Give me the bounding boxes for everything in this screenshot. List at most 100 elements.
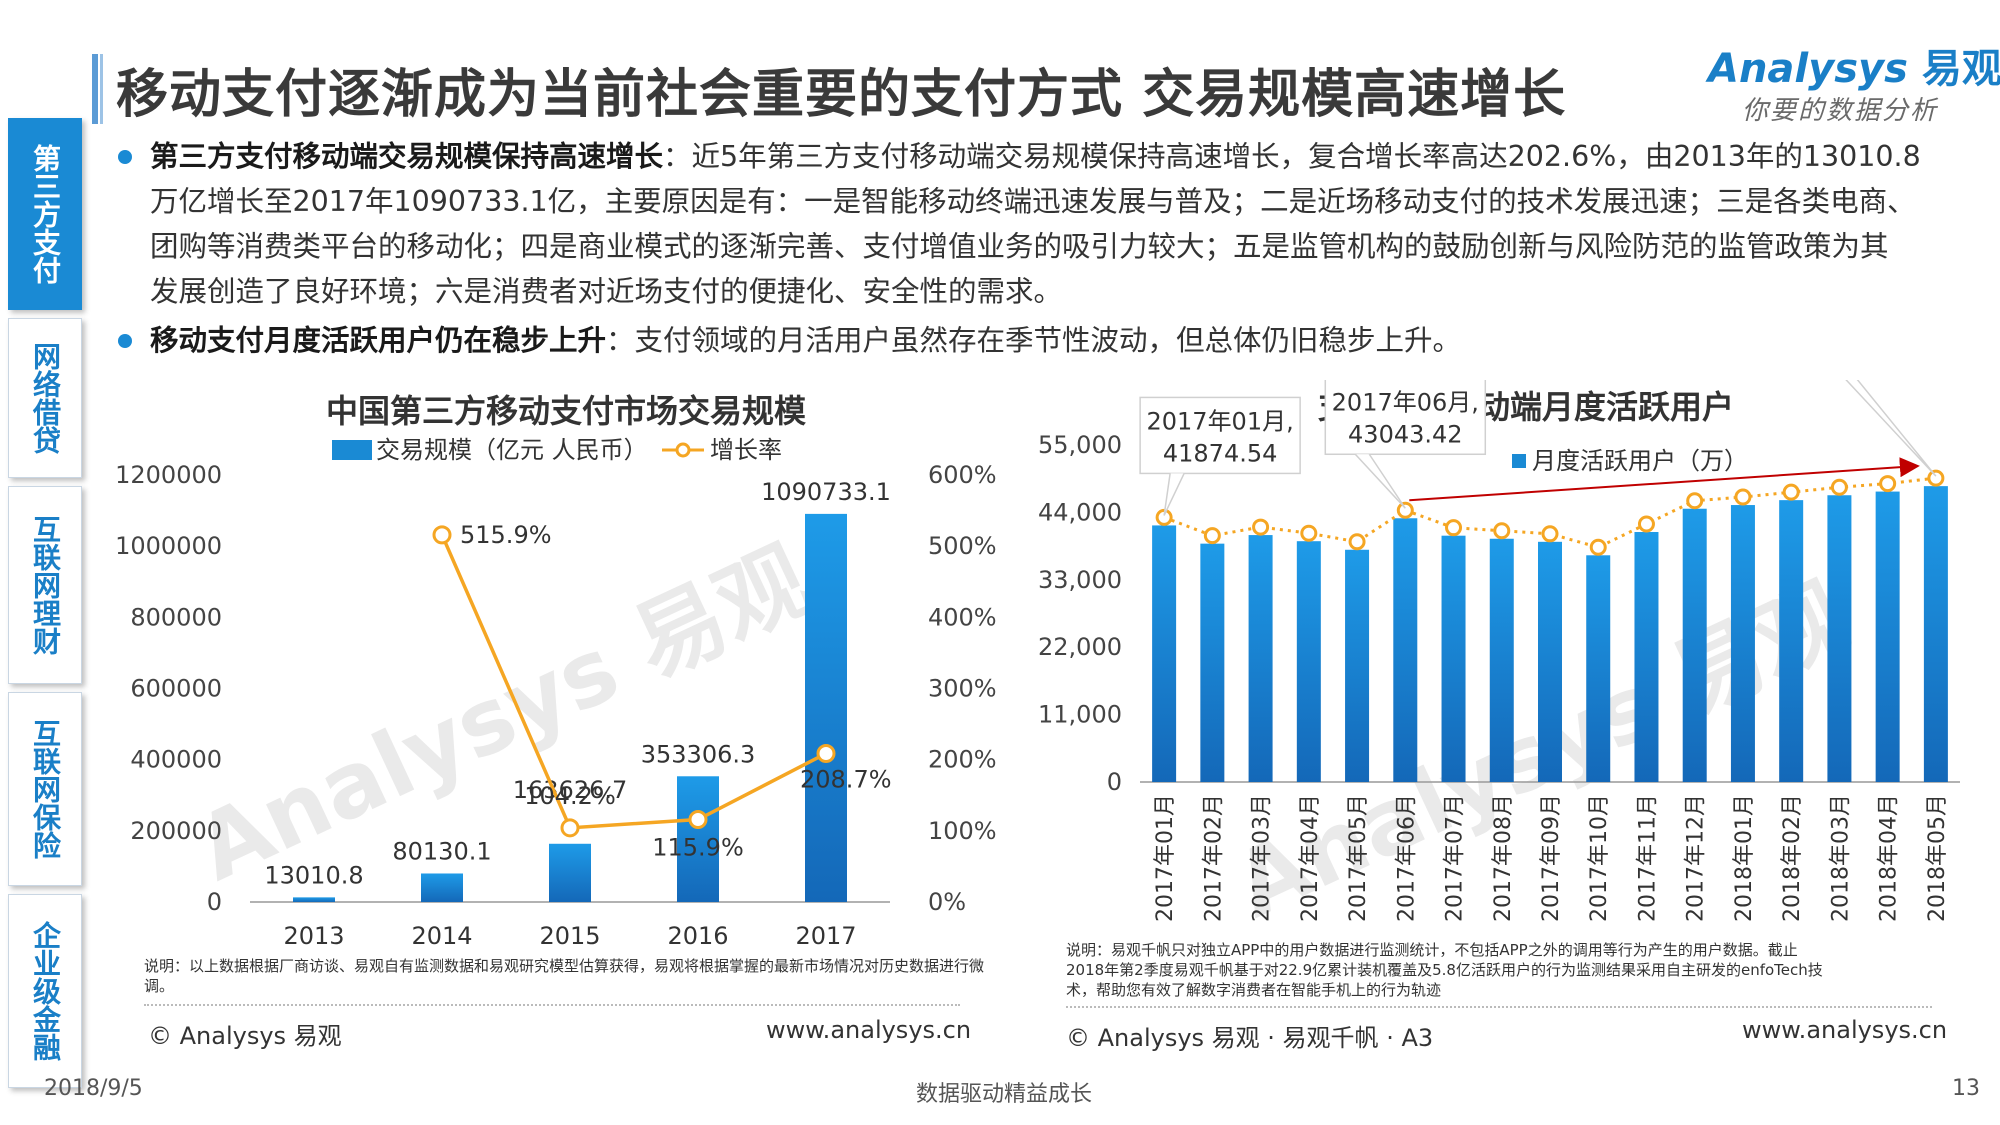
callout-value: 43043.42 [1348, 420, 1463, 448]
chart-1-title: 中国第三方移动支付市场交易规模 [326, 392, 807, 430]
trend-dotted-line [1163, 476, 1937, 549]
x-tick-label: 2017年11月 [1635, 794, 1660, 922]
bar-2017年01月 [1152, 525, 1177, 782]
bar-2017年04月 [1296, 541, 1321, 782]
bar-2015 [549, 843, 591, 902]
growth-rate-label: 515.9% [460, 521, 552, 549]
chart-2-divider [1066, 1006, 1932, 1008]
y-tick-right: 200% [928, 746, 997, 774]
bar-data-label: 353306.3 [641, 740, 756, 768]
growth-rate-line [440, 534, 827, 830]
bullet-2-heading: 移动支付月度活跃用户仍在稳步上升 [150, 324, 607, 357]
y-tick-left: 1000000 [115, 532, 222, 560]
x-tick-label: 2017年10月 [1587, 794, 1612, 922]
x-tick-label: 2018年01月 [1732, 794, 1757, 922]
trend-point [1637, 515, 1655, 533]
y-tick: 33,000 [1038, 566, 1122, 594]
sidebar-item-enterprise-finance[interactable]: 企业级金融 [8, 894, 82, 1088]
callout-value: 41874.54 [1163, 439, 1278, 467]
chart-2-source: © Analysys 易观 · 易观千帆 · A3 [1066, 1024, 1434, 1052]
trend-point [1252, 518, 1270, 536]
trend-point [1879, 475, 1897, 493]
bullet-1-line-2: 万亿增长至2017年1090733.1亿，主要原因是有：一是智能移动终端迅速发展… [150, 185, 1916, 218]
logo-brand: Analysys 易观 [1708, 36, 2000, 94]
legend-bar-label: 交易规模（亿元 人民币） [376, 436, 648, 464]
chart-2-url: www.analysys.cn [1742, 1016, 1948, 1044]
y-tick-right: 300% [928, 675, 997, 703]
footer-page-number: 13 [1952, 1076, 1980, 1101]
y-tick: 11,000 [1038, 701, 1122, 729]
bar-2017年10月 [1586, 555, 1611, 782]
bar-2017年07月 [1441, 535, 1466, 782]
footer-slogan: 数据驱动精益成长 [916, 1082, 1093, 1107]
bar-2018年03月 [1827, 495, 1852, 782]
sidebar-item-third-party-payment[interactable]: 第三方支付 [8, 118, 82, 310]
page-title: 移动支付逐渐成为当前社会重要的支付方式 交易规模高速增长 [116, 65, 1567, 125]
x-tick-label: 2017年01月 [1153, 794, 1178, 922]
trend-point [1589, 538, 1607, 556]
bullet-paragraph-1: 第三方支付移动端交易规模保持高速增长：近5年第三方支付移动端交易规模保持高速增长… [150, 134, 1980, 314]
x-tick-label: 2018年02月 [1780, 794, 1805, 922]
y-tick-left: 800000 [130, 603, 222, 631]
y-tick-right: 100% [928, 817, 997, 845]
x-tick-label: 2015 [539, 922, 600, 950]
growth-rate-label: 104.2% [524, 782, 616, 810]
sidebar-item-online-lending[interactable]: 网络借贷 [8, 318, 82, 478]
trend-point [1686, 492, 1704, 510]
sidebar-item-internet-wealth[interactable]: 互联网理财 [8, 486, 82, 684]
growth-rate-point [688, 810, 708, 830]
x-tick-label: 2016 [667, 922, 728, 950]
x-tick-label: 2017年03月 [1250, 794, 1275, 922]
chart-1-url: www.analysys.cn [766, 1016, 972, 1044]
logo-brand-cn: 易观 [1921, 46, 2000, 92]
legend-label: 月度活跃用户（万） [1532, 447, 1748, 475]
bar-2018年04月 [1875, 491, 1900, 782]
legend-line-label: 增长率 [710, 436, 782, 464]
bar-2017年06月 [1393, 518, 1418, 782]
bullet-2-line-1: ：支付领域的月活用户虽然存在季节性波动，但总体仍旧稳步上升。 [606, 324, 1462, 357]
y-tick-left: 200000 [130, 817, 222, 845]
bullet-1-line-4: 发展创造了良好环境；六是消费者对近场支付的便捷化、安全性的需求。 [150, 275, 1063, 308]
x-tick-label: 2017年02月 [1201, 794, 1226, 922]
chart-monthly-active-users: Analysys 易观55,00044,00033,00022,00011,00… [1038, 380, 1960, 938]
y-tick: 44,000 [1038, 498, 1122, 526]
y-tick-right: 500% [928, 532, 997, 560]
x-tick-label: 2017年09月 [1539, 794, 1564, 922]
trend-point [1927, 469, 1945, 487]
trend-arrow [1409, 457, 1920, 502]
legend-line-marker [675, 442, 691, 458]
y-tick-right: 400% [928, 603, 997, 631]
callout-box [1324, 380, 1487, 456]
trend-point [1445, 519, 1463, 537]
bullet-1-heading: 第三方支付移动端交易规模保持高速增长 [150, 140, 664, 173]
chart-2-note-line-1: 说明：易观千帆只对独立APP中的用户数据进行监测统计，不包括APP之外的调用等行… [1066, 941, 1798, 959]
bar-2017年08月 [1489, 538, 1514, 782]
chart-1-source: © Analysys 易观 [148, 1022, 342, 1050]
logo-tagline: 你要的数据分析 [1742, 96, 1939, 126]
x-tick-label: 2017 [795, 922, 856, 950]
trend-point [1782, 483, 1800, 501]
bar-2017年11月 [1634, 532, 1659, 782]
y-tick: 0 [1107, 768, 1122, 796]
chart-2-note-line-2: 2018年第2季度易观千帆基于对22.9亿累计装机覆盖及5.8亿活跃用户的行为监… [1066, 961, 1823, 979]
x-tick-label: 2017年06月 [1394, 794, 1419, 922]
trend-point [1493, 522, 1511, 540]
bullet-paragraph-2: 移动支付月度活跃用户仍在稳步上升：支付领域的月活用户虽然存在季节性波动，但总体仍… [150, 318, 1980, 363]
y-tick-left: 400000 [130, 746, 222, 774]
callout-2: 2018年05月,48286.61 [1845, 380, 1937, 477]
bar-2018年05月 [1923, 486, 1948, 782]
analysys-logo: Analysys 易观 你要的数据分析 [1708, 36, 2000, 126]
chart-1-note: 说明：以上数据根据厂商访谈、易观自有监测数据和易观研究模型估算获得，易观将根据掌… [144, 957, 985, 995]
bar-data-label: 163626.7 [513, 776, 628, 804]
bar-2018年01月 [1730, 505, 1755, 782]
sidebar-item-internet-insurance[interactable]: 互联网保险 [8, 692, 82, 886]
growth-rate-label: 115.9% [652, 834, 744, 862]
y-tick-right: 600% [928, 461, 997, 489]
bar-data-label: 1090733.1 [761, 478, 891, 506]
y-tick-left: 600000 [130, 675, 222, 703]
bar-2016 [677, 776, 719, 902]
bar-data-label: 13010.8 [264, 861, 363, 889]
footer-date: 2018/9/5 [44, 1076, 143, 1101]
chart-1-divider [144, 1004, 960, 1006]
